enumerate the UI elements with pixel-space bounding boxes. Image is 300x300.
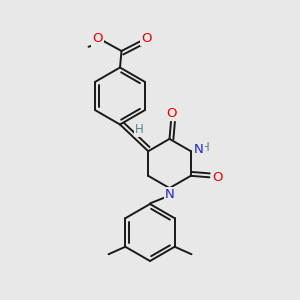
- Text: O: O: [166, 107, 177, 120]
- Text: H: H: [201, 141, 210, 154]
- Text: N: N: [165, 188, 174, 201]
- Text: H: H: [135, 123, 143, 136]
- Text: N: N: [194, 143, 203, 156]
- Text: O: O: [212, 171, 223, 184]
- Text: O: O: [142, 32, 152, 45]
- Text: O: O: [92, 32, 103, 46]
